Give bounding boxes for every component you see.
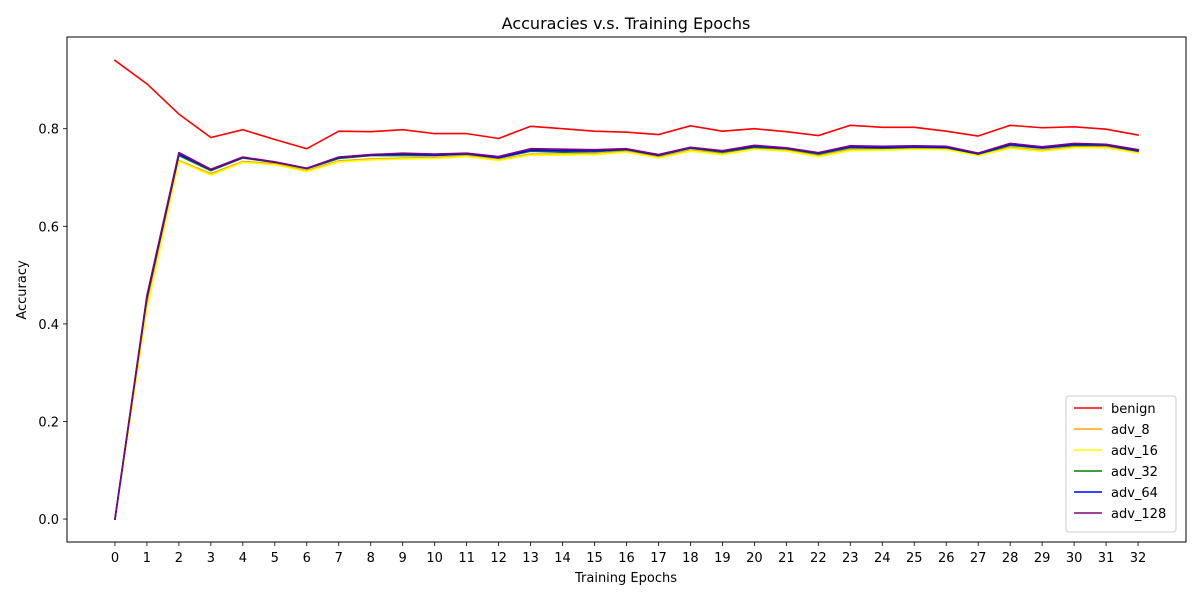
plot-frame — [66, 36, 1187, 543]
y-axis-ticks: 0.0 0.2 0.4 0.6 0.8 — [38, 123, 67, 528]
x-tick-label: 22 — [810, 551, 827, 566]
x-tick-label: 6 — [303, 551, 311, 566]
y-tick-label: 0.8 — [38, 123, 59, 138]
series-line-benign — [113, 59, 1139, 150]
x-tick-label: 12 — [490, 551, 507, 566]
legend-label-adv-8: adv_8 — [1111, 423, 1150, 438]
x-tick-label: 29 — [1034, 551, 1051, 566]
legend-label-adv-64: adv_64 — [1111, 486, 1158, 501]
x-tick-label: 13 — [522, 551, 539, 566]
x-tick-label: 3 — [207, 551, 215, 566]
legend-box — [1065, 395, 1177, 533]
x-tick-label: 14 — [554, 551, 571, 566]
x-tick-label: 0 — [111, 551, 119, 566]
x-tick-label: 18 — [682, 551, 699, 566]
x-tick-label: 4 — [239, 551, 247, 566]
x-tick-label: 32 — [1130, 551, 1147, 566]
x-tick-label: 24 — [874, 551, 891, 566]
series-lines — [113, 59, 1139, 520]
x-tick-label: 26 — [938, 551, 955, 566]
y-tick-label: 0.4 — [38, 318, 59, 333]
x-tick-label: 28 — [1002, 551, 1019, 566]
x-tick-label: 16 — [618, 551, 635, 566]
x-tick-label: 17 — [650, 551, 667, 566]
x-tick-label: 7 — [335, 551, 343, 566]
x-tick-label: 10 — [426, 551, 443, 566]
x-axis-label: Training Epochs — [574, 571, 677, 586]
x-tick-label: 31 — [1098, 551, 1115, 566]
legend-label-benign: benign — [1111, 402, 1156, 417]
legend-label-adv-128: adv_128 — [1111, 507, 1166, 522]
x-axis-ticks: 0 1 2 3 4 5 6 7 8 9 10 11 12 13 14 15 16 17 18 19 20 21 22 23 24… — [111, 542, 1146, 566]
y-tick-label: 0.2 — [38, 415, 59, 430]
x-tick-label: 20 — [746, 551, 763, 566]
legend: benign adv_8 adv_16 adv_32 adv_64 adv_128 — [1065, 395, 1177, 533]
x-tick-label: 15 — [586, 551, 603, 566]
x-tick-label: 2 — [175, 551, 183, 566]
x-tick-label: 1 — [143, 551, 151, 566]
y-axis-label: Accuracy — [15, 260, 30, 320]
x-tick-label: 25 — [906, 551, 923, 566]
x-tick-label: 19 — [714, 551, 731, 566]
x-tick-label: 5 — [271, 551, 279, 566]
y-tick-label: 0.6 — [38, 220, 59, 235]
x-tick-label: 30 — [1066, 551, 1083, 566]
plot-area — [66, 36, 1187, 543]
x-tick-label: 21 — [778, 551, 795, 566]
y-tick-label: 0.0 — [38, 513, 59, 528]
series-line-adv-16 — [114, 146, 1139, 520]
legend-label-adv-16: adv_16 — [1111, 444, 1158, 459]
x-tick-label: 11 — [458, 551, 475, 566]
chart-title: Accuracies v.s. Training Epochs — [502, 14, 751, 33]
x-tick-label: 23 — [842, 551, 859, 566]
x-tick-label: 9 — [399, 551, 407, 566]
x-tick-label: 27 — [970, 551, 987, 566]
x-tick-label: 8 — [367, 551, 375, 566]
legend-label-adv-32: adv_32 — [1111, 465, 1158, 480]
series-line-adv-128 — [114, 142, 1139, 520]
